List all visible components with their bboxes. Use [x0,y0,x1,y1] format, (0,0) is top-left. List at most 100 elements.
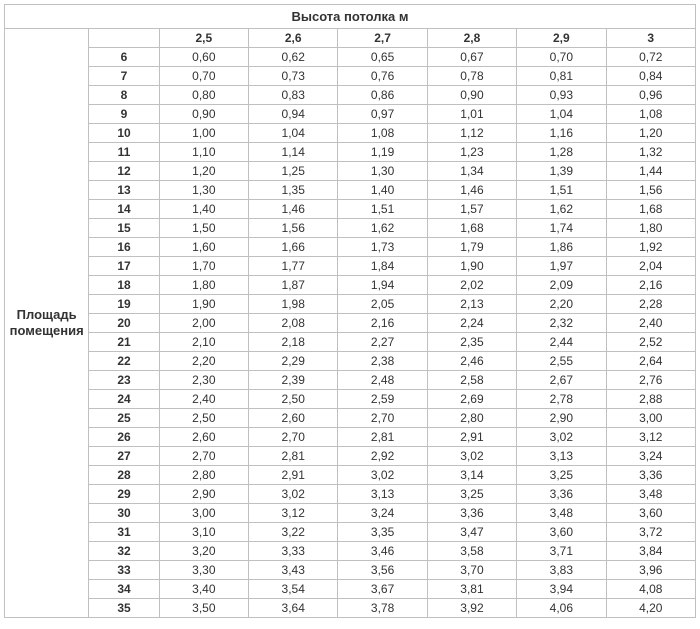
row-header: 13 [89,181,159,200]
data-cell: 2,02 [427,276,516,295]
data-cell: 3,00 [159,504,248,523]
data-cell: 1,01 [427,105,516,124]
data-cell: 3,02 [427,447,516,466]
data-cell: 0,70 [159,67,248,86]
data-cell: 0,83 [249,86,338,105]
row-header: 29 [89,485,159,504]
data-cell: 1,04 [517,105,606,124]
data-cell: 3,96 [606,561,695,580]
data-cell: 2,91 [249,466,338,485]
data-cell: 2,08 [249,314,338,333]
data-cell: 3,81 [427,580,516,599]
data-cell: 2,27 [338,333,427,352]
data-cell: 3,64 [249,599,338,618]
col-header: 2,7 [338,29,427,48]
data-cell: 2,70 [249,428,338,447]
table-row: 191,901,982,052,132,202,28 [5,295,696,314]
table-row: 151,501,561,621,681,741,80 [5,219,696,238]
data-cell: 1,73 [338,238,427,257]
row-header: 27 [89,447,159,466]
data-cell: 1,35 [249,181,338,200]
row-header: 26 [89,428,159,447]
row-header: 7 [89,67,159,86]
data-cell: 0,80 [159,86,248,105]
data-cell: 1,80 [159,276,248,295]
data-cell: 1,77 [249,257,338,276]
row-header: 11 [89,143,159,162]
data-cell: 0,81 [517,67,606,86]
data-cell: 1,79 [427,238,516,257]
data-cell: 3,46 [338,542,427,561]
data-cell: 1,19 [338,143,427,162]
data-cell: 2,88 [606,390,695,409]
data-cell: 1,60 [159,238,248,257]
data-cell: 1,20 [159,162,248,181]
row-header: 32 [89,542,159,561]
data-cell: 1,32 [606,143,695,162]
table-row: 212,102,182,272,352,442,52 [5,333,696,352]
data-cell: 1,94 [338,276,427,295]
data-cell: 3,84 [606,542,695,561]
table-row: 242,402,502,592,692,782,88 [5,390,696,409]
data-cell: 2,40 [159,390,248,409]
data-cell: 1,04 [249,124,338,143]
data-cell: 2,67 [517,371,606,390]
table-row: 202,002,082,162,242,322,40 [5,314,696,333]
row-header: 34 [89,580,159,599]
row-header: 19 [89,295,159,314]
data-cell: 3,02 [517,428,606,447]
data-cell: 3,12 [249,504,338,523]
data-cell: 0,62 [249,48,338,67]
data-cell: 0,60 [159,48,248,67]
data-cell: 1,00 [159,124,248,143]
table-row: 292,903,023,133,253,363,48 [5,485,696,504]
data-cell: 2,64 [606,352,695,371]
table-row: 121,201,251,301,341,391,44 [5,162,696,181]
col-header: 2,6 [249,29,338,48]
data-cell: 1,46 [427,181,516,200]
data-cell: 3,33 [249,542,338,561]
data-cell: 3,94 [517,580,606,599]
data-cell: 3,02 [338,466,427,485]
data-cell: 1,39 [517,162,606,181]
data-cell: 2,92 [338,447,427,466]
data-cell: 1,25 [249,162,338,181]
data-cell: 2,58 [427,371,516,390]
data-cell: 3,92 [427,599,516,618]
data-cell: 2,60 [159,428,248,447]
row-header: 10 [89,124,159,143]
data-cell: 2,55 [517,352,606,371]
data-cell: 2,30 [159,371,248,390]
data-cell: 2,60 [249,409,338,428]
data-cell: 3,30 [159,561,248,580]
data-cell: 0,70 [517,48,606,67]
data-cell: 2,46 [427,352,516,371]
table-row: 252,502,602,702,802,903,00 [5,409,696,428]
data-cell: 3,50 [159,599,248,618]
data-cell: 3,13 [338,485,427,504]
col-header: 2,5 [159,29,248,48]
data-cell: 2,13 [427,295,516,314]
data-cell: 3,40 [159,580,248,599]
data-cell: 2,76 [606,371,695,390]
data-cell: 3,14 [427,466,516,485]
data-cell: 1,87 [249,276,338,295]
data-cell: 2,10 [159,333,248,352]
data-cell: 1,20 [606,124,695,143]
data-cell: 2,80 [159,466,248,485]
data-cell: 2,90 [159,485,248,504]
data-cell: 1,57 [427,200,516,219]
data-cell: 1,68 [427,219,516,238]
data-cell: 0,84 [606,67,695,86]
data-cell: 3,60 [517,523,606,542]
table-row: 181,801,871,942,022,092,16 [5,276,696,295]
data-cell: 1,46 [249,200,338,219]
data-cell: 2,81 [249,447,338,466]
data-cell: 0,94 [249,105,338,124]
data-cell: 2,16 [606,276,695,295]
col-header: 2,8 [427,29,516,48]
data-cell: 3,25 [427,485,516,504]
data-cell: 1,16 [517,124,606,143]
data-cell: 3,78 [338,599,427,618]
row-header: 14 [89,200,159,219]
